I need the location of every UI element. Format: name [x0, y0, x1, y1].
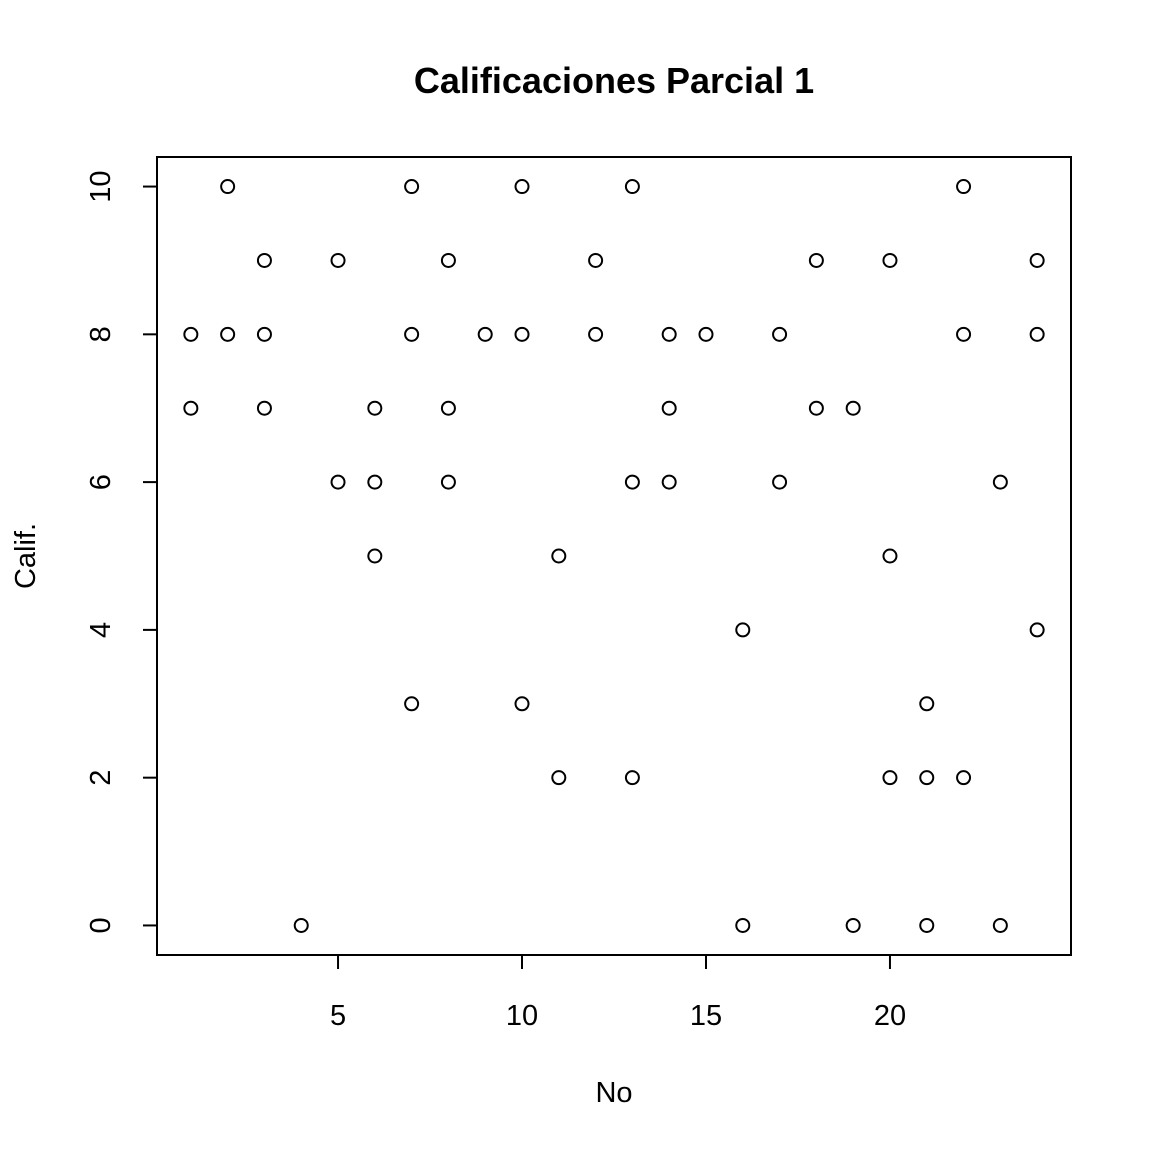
data-point	[404, 326, 420, 342]
x-tick-label: 10	[506, 1000, 538, 1032]
data-point	[256, 252, 272, 268]
data-point	[330, 252, 346, 268]
data-point	[735, 622, 751, 638]
data-point	[956, 179, 972, 195]
y-tick-label: 0	[85, 917, 117, 933]
data-point	[183, 326, 199, 342]
plot-frame	[156, 156, 1072, 956]
data-point	[183, 400, 199, 416]
data-point	[477, 326, 493, 342]
y-tick-label: 2	[85, 770, 117, 786]
data-point	[808, 400, 824, 416]
data-point	[661, 400, 677, 416]
data-point	[440, 474, 456, 490]
data-point	[367, 474, 383, 490]
data-point	[661, 474, 677, 490]
x-tick-label: 20	[874, 1000, 906, 1032]
data-point	[1029, 252, 1045, 268]
data-point	[404, 696, 420, 712]
data-point	[772, 474, 788, 490]
data-point	[882, 548, 898, 564]
data-point	[735, 917, 751, 933]
data-point	[661, 326, 677, 342]
data-point	[514, 326, 530, 342]
data-point	[624, 770, 640, 786]
data-point	[588, 252, 604, 268]
data-point	[919, 696, 935, 712]
data-point	[367, 548, 383, 564]
data-point	[992, 474, 1008, 490]
data-point	[772, 326, 788, 342]
x-axis: 5 10 15 20	[330, 954, 906, 1032]
data-point	[698, 326, 714, 342]
data-point	[882, 252, 898, 268]
data-point	[956, 326, 972, 342]
data-point	[220, 179, 236, 195]
y-tick-label: 8	[85, 326, 117, 342]
data-point	[919, 770, 935, 786]
data-point	[919, 917, 935, 933]
y-tick-label: 10	[85, 170, 117, 202]
data-point	[551, 770, 567, 786]
data-point	[440, 252, 456, 268]
data-point	[404, 179, 420, 195]
y-axis: 0 2 4 6 8 10	[85, 170, 158, 934]
x-tick-label: 5	[330, 1000, 346, 1032]
data-point	[1029, 326, 1045, 342]
y-axis-label: Calif.	[10, 523, 42, 589]
data-point	[514, 179, 530, 195]
data-point	[514, 696, 530, 712]
data-point	[440, 400, 456, 416]
chart-title: Calificaciones Parcial 1	[414, 60, 814, 101]
x-tick-label: 15	[690, 1000, 722, 1032]
data-point	[992, 917, 1008, 933]
y-tick-label: 6	[85, 474, 117, 490]
data-point	[624, 474, 640, 490]
data-point	[220, 326, 236, 342]
data-point	[330, 474, 346, 490]
data-point	[588, 326, 604, 342]
data-point	[367, 400, 383, 416]
data-point	[256, 326, 272, 342]
data-point	[256, 400, 272, 416]
data-points	[183, 179, 1045, 933]
data-point	[845, 400, 861, 416]
data-point	[808, 252, 824, 268]
data-point	[956, 770, 972, 786]
data-point	[293, 917, 309, 933]
y-tick-label: 4	[85, 622, 117, 638]
data-point	[845, 917, 861, 933]
data-point	[551, 548, 567, 564]
data-point	[1029, 622, 1045, 638]
data-point	[624, 179, 640, 195]
data-point	[882, 770, 898, 786]
x-axis-label: No	[595, 1077, 632, 1109]
